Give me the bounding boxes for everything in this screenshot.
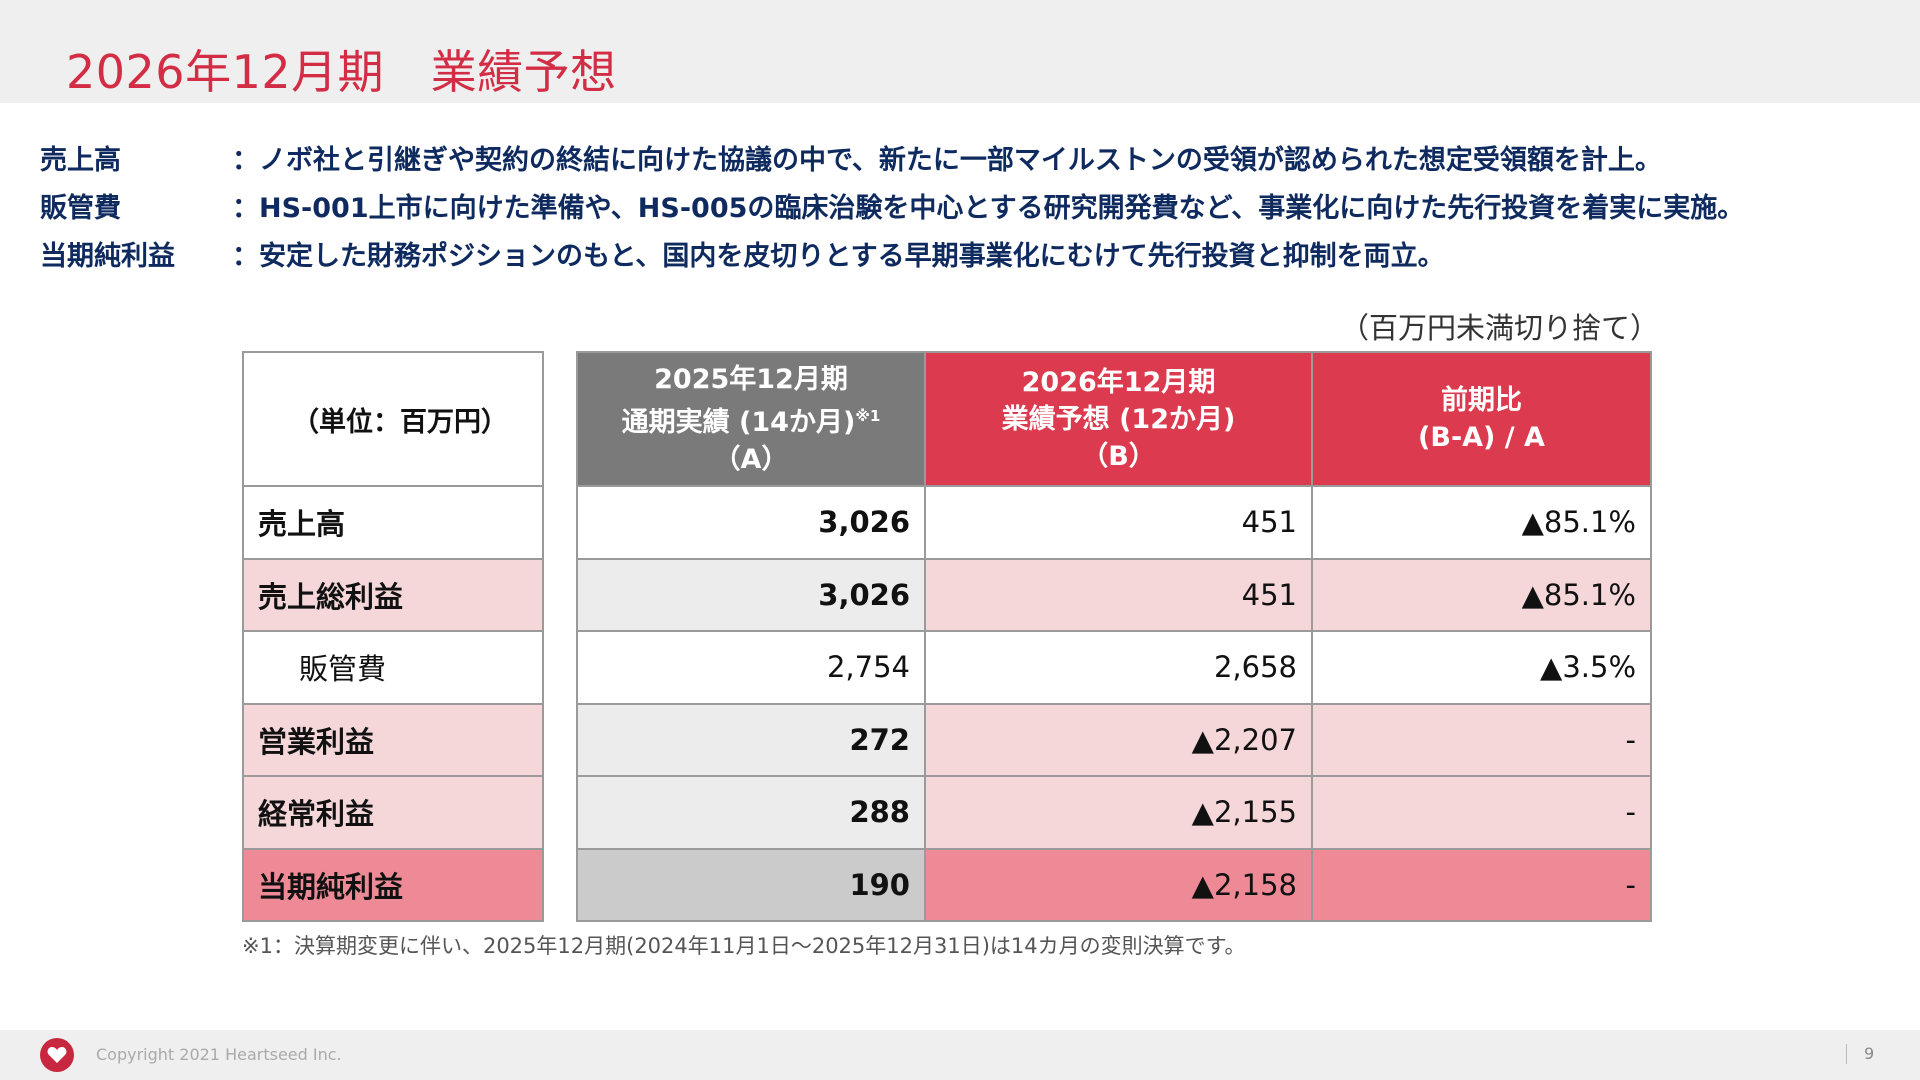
note-text: ：安定した財務ポジションのもと、国内を皮切りとする早期事業化にむけて先行投資と抑… bbox=[232, 241, 1445, 272]
note-label: 売上高 bbox=[40, 145, 121, 176]
cell-forecast: ▲2,158 bbox=[924, 847, 1313, 922]
footnote-mark: ※1 bbox=[855, 406, 881, 425]
col-b-line1: 2026年12月期 bbox=[1021, 366, 1216, 398]
table-row: 3,026 451 ▲85.1% bbox=[576, 557, 1652, 632]
note-label: 当期純利益 bbox=[40, 241, 175, 272]
table-row: 3,026 451 ▲85.1% bbox=[576, 485, 1652, 560]
title-bar: 2026年12月期 業績予想 bbox=[0, 0, 1920, 103]
row-label-sga: 販管費 bbox=[242, 630, 544, 705]
page-number: 9 bbox=[1864, 1044, 1875, 1063]
cell-actual: 190 bbox=[576, 847, 926, 922]
cell-change: - bbox=[1311, 702, 1652, 777]
col-a-line2: 通期実績 (14か月) bbox=[621, 406, 856, 438]
forecast-table: 2025年12月期 通期実績 (14か月)※1 （A） 2026年12月期 業績… bbox=[576, 351, 1652, 922]
col-c-line1: 前期比 bbox=[1441, 385, 1522, 416]
cell-actual: 272 bbox=[576, 702, 926, 777]
col-a-line1: 2025年12月期 bbox=[654, 363, 848, 395]
col-a-line2-wrap: 通期実績 (14か月)※1 bbox=[578, 398, 924, 441]
row-label-ordinary-profit: 経常利益 bbox=[242, 775, 544, 850]
footer: Copyright 2021 Heartseed Inc. 9 bbox=[0, 1030, 1920, 1080]
cell-change: - bbox=[1311, 847, 1652, 922]
rounding-note: （百万円未満切り捨て） bbox=[1340, 311, 1660, 345]
row-label-net-income: 当期純利益 bbox=[242, 847, 544, 922]
col-header-forecast: 2026年12月期 業績予想 (12か月) （B） bbox=[924, 351, 1313, 487]
heart-logo-icon bbox=[40, 1038, 74, 1072]
cell-actual: 3,026 bbox=[576, 485, 926, 560]
row-label-table: （単位：百万円） 売上高 売上総利益 販管費 営業利益 経常利益 当期純利益 bbox=[242, 351, 544, 922]
note-label: 販管費 bbox=[40, 193, 121, 224]
copyright-text: Copyright 2021 Heartseed Inc. bbox=[96, 1045, 342, 1064]
cell-forecast: ▲2,155 bbox=[924, 775, 1313, 850]
cell-change: ▲85.1% bbox=[1311, 557, 1652, 632]
col-b-line3: （B） bbox=[1081, 440, 1156, 472]
col-a-line3: （A） bbox=[713, 443, 789, 475]
cell-forecast: 451 bbox=[924, 557, 1313, 632]
cell-forecast: 451 bbox=[924, 485, 1313, 560]
note-text: ：HS-001上市に向けた準備や、HS-005の臨床治験を中心とする研究開発費な… bbox=[232, 193, 1745, 224]
col-b-line2: 業績予想 (12か月) bbox=[1001, 403, 1236, 435]
cell-change: ▲85.1% bbox=[1311, 485, 1652, 560]
note-sga: 販管費 ：HS-001上市に向けた準備や、HS-005の臨床治験を中心とする研究… bbox=[40, 186, 1900, 234]
row-label-operating-profit: 営業利益 bbox=[242, 702, 544, 777]
table-row: 2,754 2,658 ▲3.5% bbox=[576, 630, 1652, 705]
note-text: ：ノボ社と引継ぎや契約の終結に向けた協議の中で、新たに一部マイルストンの受領が認… bbox=[232, 145, 1662, 176]
note-net-income: 当期純利益 ：安定した財務ポジションのもと、国内を皮切りとする早期事業化にむけて… bbox=[40, 234, 1900, 282]
table-row: 190 ▲2,158 - bbox=[576, 847, 1652, 922]
cell-change: - bbox=[1311, 775, 1652, 850]
heart-icon bbox=[47, 1047, 67, 1063]
summary-notes: 売上高 ：ノボ社と引継ぎや契約の終結に向けた協議の中で、新たに一部マイルストンの… bbox=[40, 138, 1900, 282]
note-sales: 売上高 ：ノボ社と引継ぎや契約の終結に向けた協議の中で、新たに一部マイルストンの… bbox=[40, 138, 1900, 186]
cell-actual: 3,026 bbox=[576, 557, 926, 632]
footnote: ※1：決算期変更に伴い、2025年12月期(2024年11月1日～2025年12… bbox=[242, 934, 1246, 958]
cell-actual: 288 bbox=[576, 775, 926, 850]
page-title: 2026年12月期 業績予想 bbox=[66, 45, 617, 99]
unit-header: （単位：百万円） bbox=[242, 351, 544, 487]
table-row: 272 ▲2,207 - bbox=[576, 702, 1652, 777]
col-header-change: 前期比 (B-A) / A bbox=[1311, 351, 1652, 487]
cell-actual: 2,754 bbox=[576, 630, 926, 705]
cell-forecast: 2,658 bbox=[924, 630, 1313, 705]
row-label-sales: 売上高 bbox=[242, 485, 544, 560]
cell-change: ▲3.5% bbox=[1311, 630, 1652, 705]
cell-forecast: ▲2,207 bbox=[924, 702, 1313, 777]
footer-divider bbox=[1846, 1044, 1847, 1064]
col-header-actual: 2025年12月期 通期実績 (14か月)※1 （A） bbox=[576, 351, 926, 487]
col-c-line2: (B-A) / A bbox=[1418, 422, 1545, 453]
table-row: 288 ▲2,155 - bbox=[576, 775, 1652, 850]
row-label-gross-profit: 売上総利益 bbox=[242, 557, 544, 632]
